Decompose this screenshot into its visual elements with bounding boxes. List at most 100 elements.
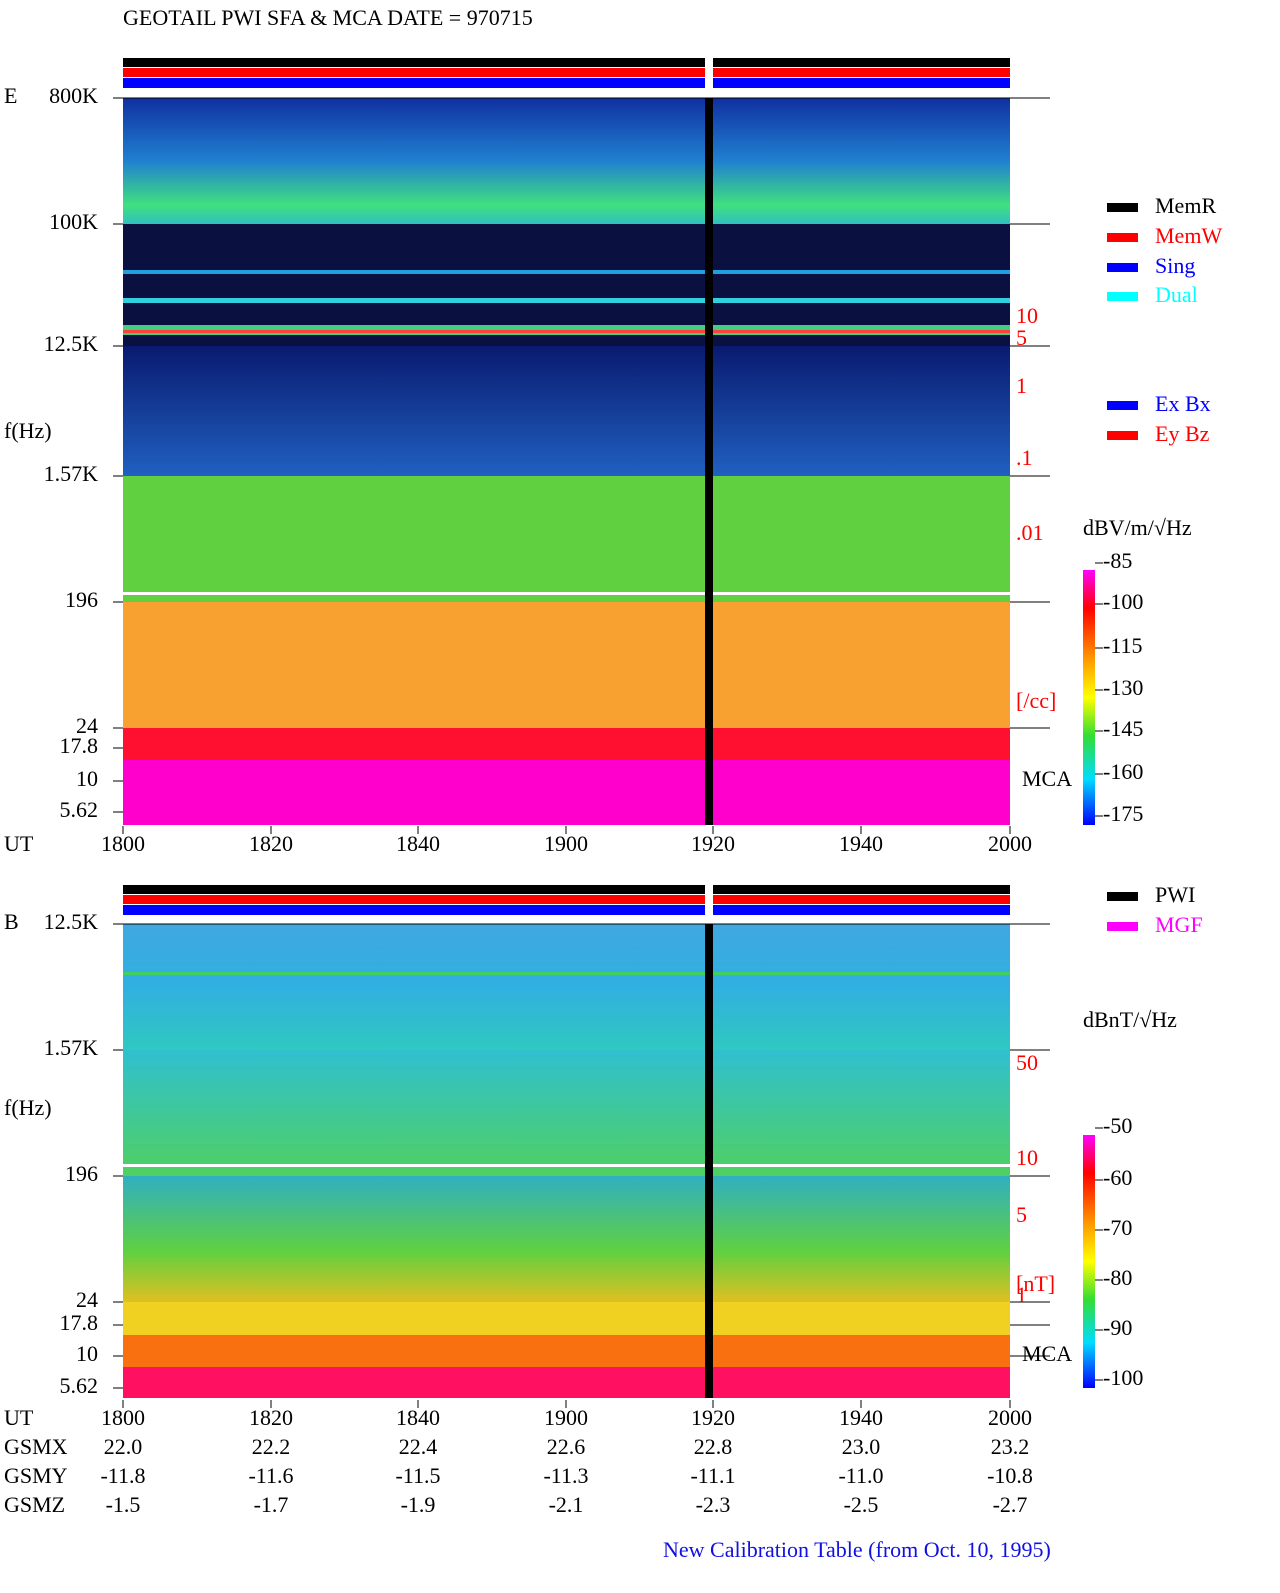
y-tick-label: 1.57K xyxy=(44,461,99,486)
density-tick-label: 50 xyxy=(1016,1050,1038,1075)
y-tick-label: 24 xyxy=(76,713,98,738)
orbit-value: -11.8 xyxy=(100,1463,145,1488)
orbit-value: 22.6 xyxy=(547,1434,586,1459)
orbit-value: -11.1 xyxy=(690,1463,735,1488)
x-tick-label: 1920 xyxy=(691,831,735,856)
legend-swatch xyxy=(1107,263,1138,272)
orbit-name: GSMY xyxy=(4,1463,68,1488)
y-tick-label: 10 xyxy=(76,766,98,791)
colorbar-title: dBnT/√Hz xyxy=(1083,1007,1177,1032)
panel-label: B xyxy=(4,909,19,934)
colorbar-tick-label: -175 xyxy=(1103,801,1143,826)
legend-label: Ex Bx xyxy=(1155,391,1211,416)
colorbar-tick-label: -145 xyxy=(1103,716,1143,741)
colorbar-tick-label: -130 xyxy=(1103,675,1143,700)
legend-label: Ey Bz xyxy=(1155,421,1210,446)
colorbar-tick-label: -90 xyxy=(1103,1315,1132,1340)
x-tick-label: 1800 xyxy=(101,1405,145,1430)
orbit-value: 23.2 xyxy=(991,1434,1030,1459)
orbit-value: -11.5 xyxy=(395,1463,440,1488)
orbit-value: -2.1 xyxy=(549,1492,584,1517)
legend-swatch xyxy=(1107,292,1138,301)
legend-label: Dual xyxy=(1155,282,1198,307)
legend-label: Sing xyxy=(1155,253,1195,278)
spectrogram-b xyxy=(123,924,1010,1398)
legend-label: PWI xyxy=(1155,882,1195,907)
density-tick-label: .01 xyxy=(1016,520,1044,545)
orbit-value: -10.8 xyxy=(987,1463,1033,1488)
y-tick-label: 17.8 xyxy=(60,733,99,758)
density-tick-label: 5 xyxy=(1016,325,1027,350)
x-tick-label: 2000 xyxy=(988,831,1032,856)
colorbar-title: dBV/m/√Hz xyxy=(1083,515,1192,540)
colorbar-e xyxy=(1083,570,1095,825)
orbit-value: -2.3 xyxy=(696,1492,731,1517)
legend-label: MemR xyxy=(1155,193,1216,218)
y-tick-label: 800K xyxy=(49,83,98,108)
y-tick-label: 5.62 xyxy=(60,1373,99,1398)
y-tick-label: 1.57K xyxy=(44,1035,99,1060)
y-tick-label: 17.8 xyxy=(60,1310,99,1335)
mca-label: MCA xyxy=(1022,1341,1072,1366)
orbit-value: 22.0 xyxy=(104,1434,143,1459)
x-axis-label: UT xyxy=(4,1405,34,1430)
density-tick-label: 10 xyxy=(1016,303,1038,328)
x-tick-label: 1820 xyxy=(249,1405,293,1430)
density-tick-label: 5 xyxy=(1016,1202,1027,1227)
colorbar-tick-label: -80 xyxy=(1103,1265,1132,1290)
legend-swatch xyxy=(1107,922,1138,931)
colorbar-tick-label: -160 xyxy=(1103,759,1143,784)
y-tick-label: 12.5K xyxy=(44,909,99,934)
orbit-value: 23.0 xyxy=(842,1434,881,1459)
colorbar-tick-label: -100 xyxy=(1103,589,1143,614)
x-tick-label: 1920 xyxy=(691,1405,735,1430)
y-tick-label: 196 xyxy=(65,587,98,612)
x-axis-label: UT xyxy=(4,831,34,856)
y-tick-label: 12.5K xyxy=(44,331,99,356)
x-tick-label: 1840 xyxy=(396,1405,440,1430)
legend-label: MGF xyxy=(1155,912,1203,937)
x-tick-label: 1800 xyxy=(101,831,145,856)
x-tick-label: 2000 xyxy=(988,1405,1032,1430)
x-tick-label: 1900 xyxy=(544,831,588,856)
legend-swatch xyxy=(1107,233,1138,242)
legend-label: MemW xyxy=(1155,223,1222,248)
colorbar-tick-label: -70 xyxy=(1103,1215,1132,1240)
status-bars xyxy=(123,58,1050,925)
density-tick-label: 10 xyxy=(1016,1145,1038,1170)
x-tick-label: 1940 xyxy=(839,831,883,856)
y-tick-label: 5.62 xyxy=(60,797,99,822)
orbit-value: -11.3 xyxy=(543,1463,588,1488)
orbit-value: -11.0 xyxy=(838,1463,883,1488)
density-tick-label: .1 xyxy=(1016,445,1033,470)
y-axis-label: f(Hz) xyxy=(4,418,52,443)
density-tick-label: [/cc] xyxy=(1016,688,1056,713)
y-tick-label: 10 xyxy=(76,1341,98,1366)
title: GEOTAIL PWI SFA & MCA DATE = 970715 xyxy=(123,5,533,30)
y-tick-label: 100K xyxy=(49,209,98,234)
orbit-value: 22.8 xyxy=(694,1434,733,1459)
colorbar-tick-label: -85 xyxy=(1103,548,1132,573)
orbit-value: -2.7 xyxy=(993,1492,1028,1517)
density-tick-label: 1 xyxy=(1016,373,1027,398)
orbit-value: 22.2 xyxy=(252,1434,291,1459)
colorbar-tick-label: -50 xyxy=(1103,1113,1132,1138)
colorbar-tick-label: -100 xyxy=(1103,1365,1143,1390)
y-axis-label: f(Hz) xyxy=(4,1095,52,1120)
orbit-name: GSMZ xyxy=(4,1492,65,1517)
mca-label: MCA xyxy=(1022,766,1072,791)
density-tick-label: 1 xyxy=(1016,1282,1027,1307)
footer: New Calibration Table (from Oct. 10, 199… xyxy=(663,1537,1051,1562)
panel-label: E xyxy=(4,83,17,108)
colorbar-tick-label: -60 xyxy=(1103,1165,1132,1190)
density-tick-label: [nT] xyxy=(1016,1271,1055,1296)
x-tick-label: 1840 xyxy=(396,831,440,856)
colorbar-b xyxy=(1083,1135,1095,1388)
orbit-name: GSMX xyxy=(4,1434,68,1459)
orbit-value: -1.9 xyxy=(401,1492,436,1517)
legend-swatch xyxy=(1107,401,1138,410)
legend-swatch xyxy=(1107,431,1138,440)
y-tick-label: 24 xyxy=(76,1287,98,1312)
orbit-value: 22.4 xyxy=(399,1434,438,1459)
y-tick-label: 196 xyxy=(65,1161,98,1186)
